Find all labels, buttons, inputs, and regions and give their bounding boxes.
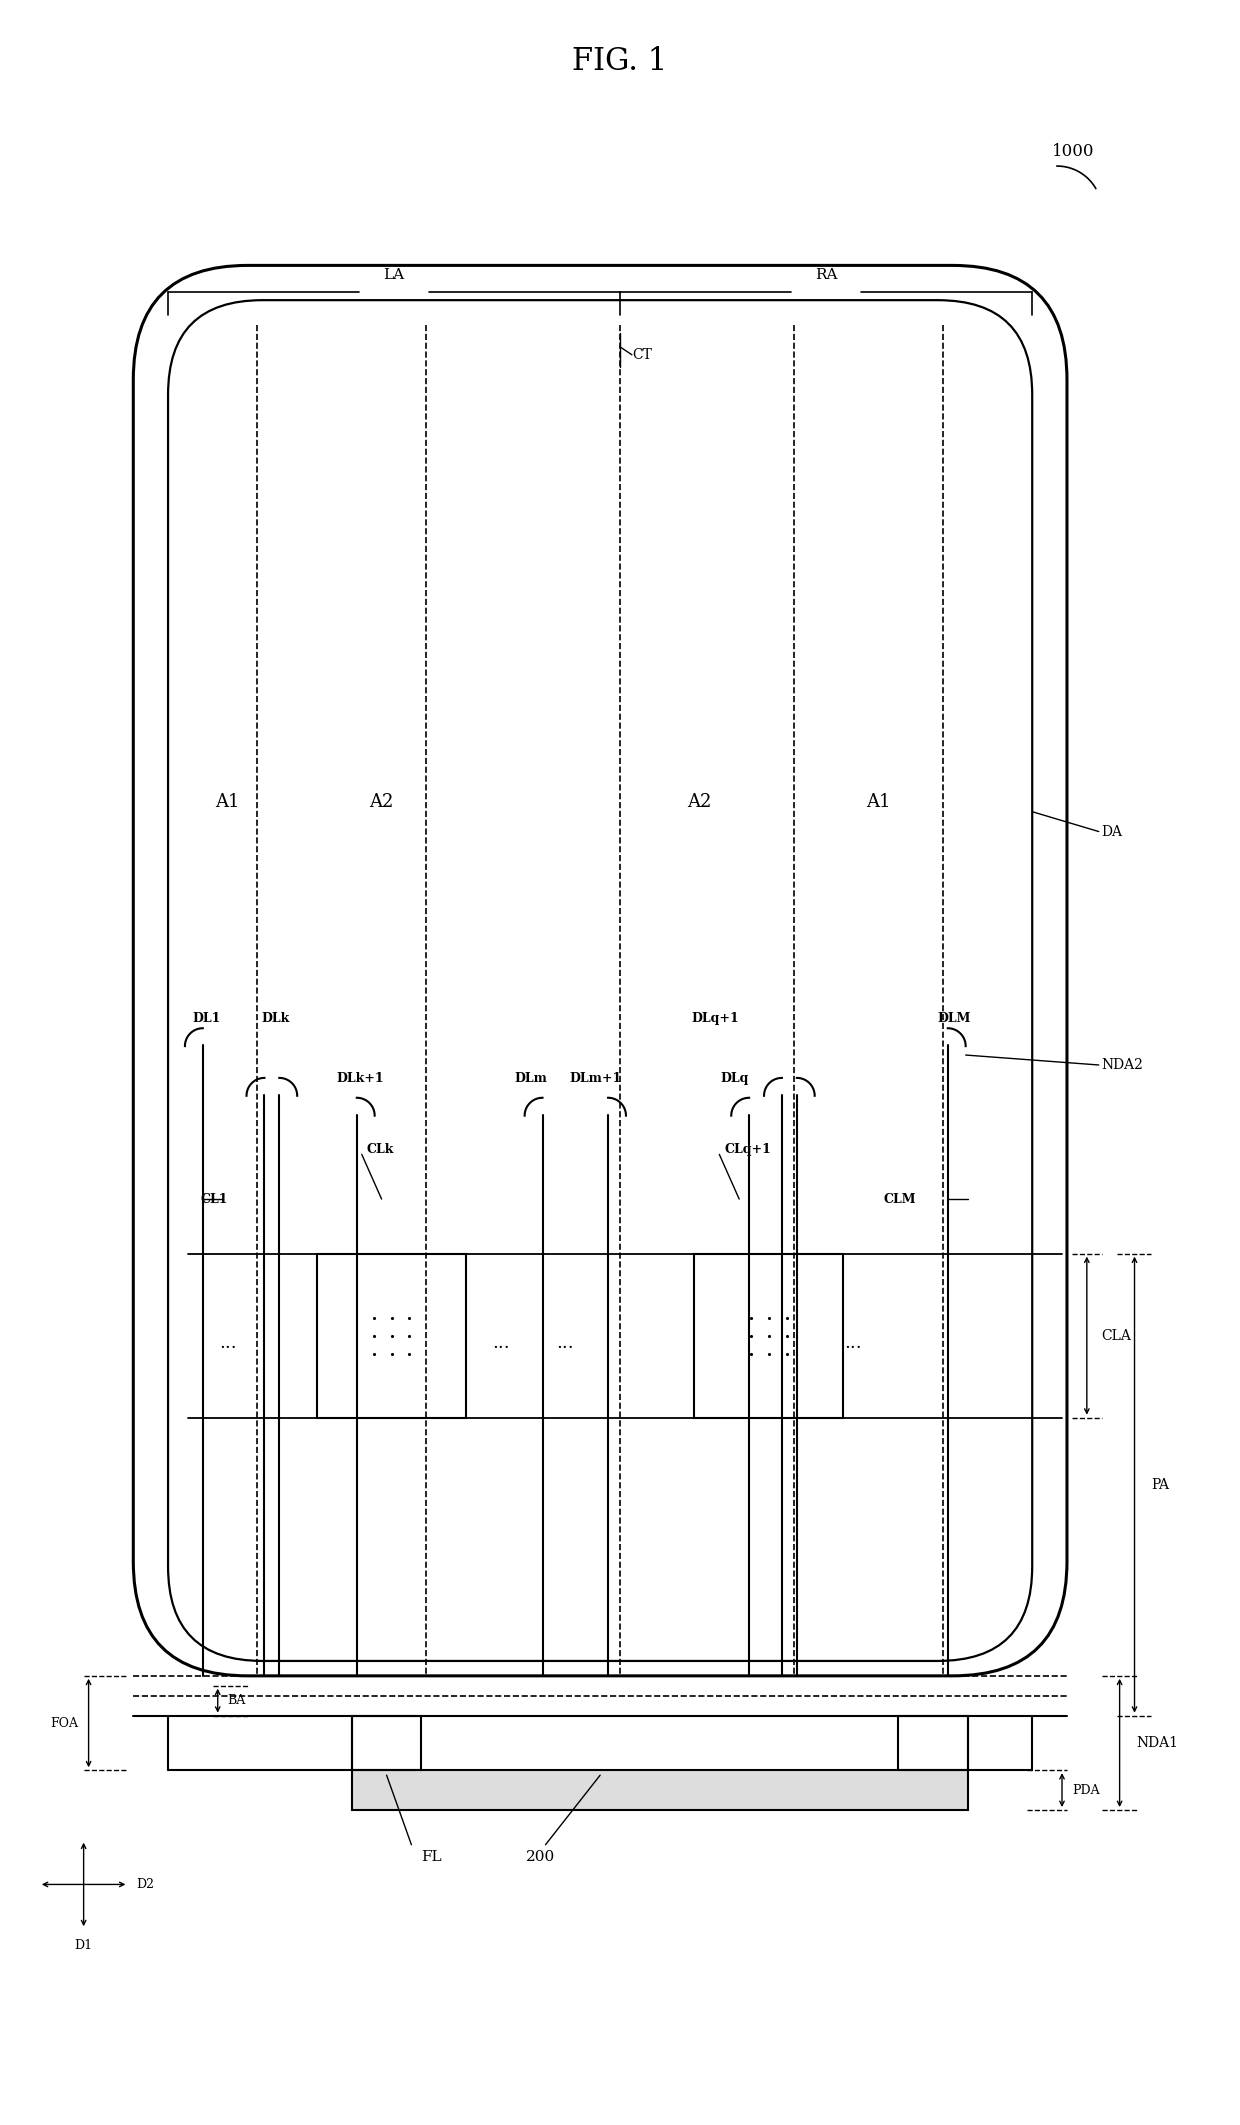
Text: DLq: DLq [720,1071,749,1086]
Text: CL1: CL1 [201,1192,228,1205]
Bar [352,1715,422,1770]
Text: DLk+1: DLk+1 [337,1071,384,1086]
Text: RA: RA [815,268,837,283]
Text: ...: ... [844,1334,862,1352]
Bar [317,1254,466,1417]
Text: CLk: CLk [367,1143,394,1156]
Text: D1: D1 [74,1940,93,1953]
Bar [898,1715,967,1770]
Text: ...: ... [492,1334,510,1352]
Text: 200: 200 [526,1849,556,1864]
Text: ...: ... [218,1334,237,1352]
Text: DLm: DLm [515,1071,547,1086]
Text: BA: BA [228,1694,246,1706]
Text: CLA: CLA [1102,1328,1132,1343]
Text: DLM: DLM [937,1012,971,1024]
Text: LA: LA [383,268,404,283]
Text: CLM: CLM [883,1192,915,1205]
Text: FIG. 1: FIG. 1 [573,47,667,76]
Text: A1: A1 [866,793,890,812]
Bar [694,1254,843,1417]
Text: D2: D2 [136,1878,154,1891]
Text: ...: ... [557,1334,574,1352]
Text: CT: CT [632,348,652,361]
Text: A1: A1 [216,793,239,812]
Text: DLk: DLk [262,1012,290,1024]
Text: NDA2: NDA2 [1102,1058,1143,1071]
Text: DL1: DL1 [193,1012,221,1024]
Text: A2: A2 [687,793,712,812]
Text: FL: FL [420,1849,441,1864]
Text: DLq+1: DLq+1 [692,1012,739,1024]
Text: 1000: 1000 [1052,142,1095,159]
Text: PA: PA [1152,1477,1169,1492]
Text: A2: A2 [370,793,394,812]
Text: DA: DA [1102,824,1122,839]
Text: FOA: FOA [51,1717,78,1730]
Text: DLm+1: DLm+1 [569,1071,621,1086]
Text: PDA: PDA [1071,1783,1100,1796]
Text: CLq+1: CLq+1 [724,1143,771,1156]
Bar [352,1770,967,1810]
Text: NDA1: NDA1 [1137,1736,1178,1749]
